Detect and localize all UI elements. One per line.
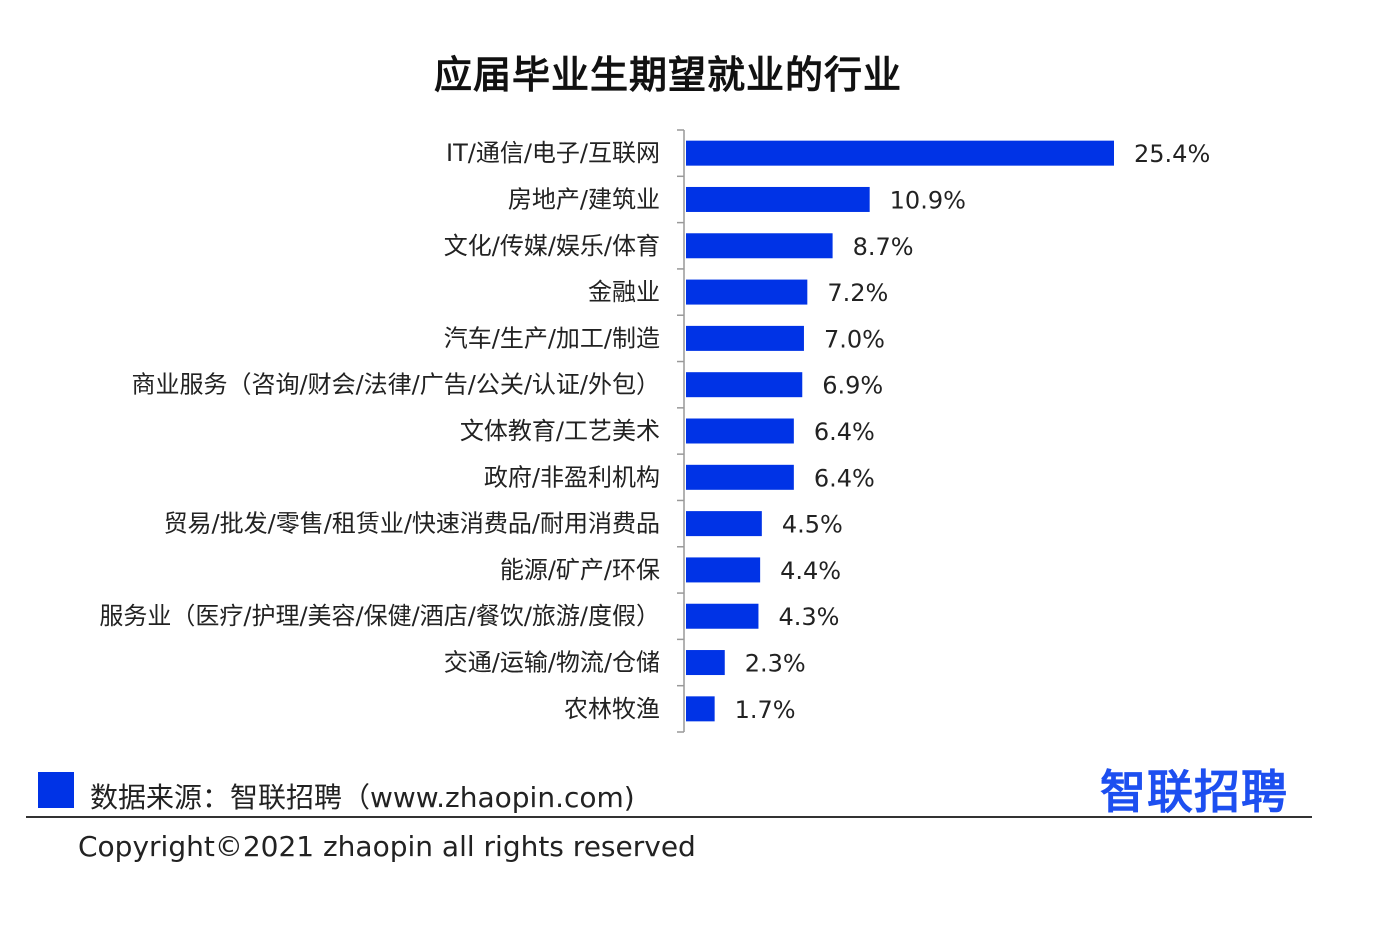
bar xyxy=(686,279,808,305)
bar xyxy=(686,650,725,676)
value-label: 2.3% xyxy=(745,650,806,678)
zhaopin-logo: 智联招聘 xyxy=(1100,765,1288,819)
value-label: 6.9% xyxy=(822,372,883,400)
value-label: 7.0% xyxy=(824,325,885,353)
category-label: 文化/传媒/娱乐/体育 xyxy=(444,232,660,260)
bar xyxy=(686,233,833,259)
legend-swatch xyxy=(38,772,74,808)
bar xyxy=(686,418,794,444)
category-label: 汽车/生产/加工/制造 xyxy=(444,324,660,352)
value-label: 25.4% xyxy=(1134,140,1210,168)
category-label: 能源/矿产/环保 xyxy=(500,556,660,584)
bar xyxy=(686,557,761,583)
category-label: 商业服务（咨询/财会/法律/广告/公关/认证/外包） xyxy=(131,371,660,399)
bar xyxy=(686,325,804,351)
bar xyxy=(686,464,794,490)
value-label: 8.7% xyxy=(853,233,914,261)
data-source-text: 数据来源：智联招聘（www.zhaopin.com) xyxy=(90,781,635,814)
category-label: IT/通信/电子/互联网 xyxy=(446,139,660,167)
category-label: 房地产/建筑业 xyxy=(508,185,660,213)
bar xyxy=(686,511,762,537)
category-label: 贸易/批发/零售/租赁业/快速消费品/耐用消费品 xyxy=(164,510,660,538)
value-label: 7.2% xyxy=(827,279,888,307)
bar xyxy=(686,603,759,629)
value-label: 4.3% xyxy=(778,603,839,631)
bar xyxy=(686,140,1114,166)
category-label: 金融业 xyxy=(588,278,660,306)
footer-divider xyxy=(26,816,1312,818)
value-label: 10.9% xyxy=(890,186,966,214)
category-label: 文体教育/工艺美术 xyxy=(460,417,660,445)
copyright-text: Copyright©2021 zhaopin all rights reserv… xyxy=(78,830,696,863)
value-label: 1.7% xyxy=(735,696,796,724)
bar xyxy=(686,696,715,722)
value-label: 6.4% xyxy=(814,464,875,492)
value-label: 4.4% xyxy=(780,557,841,585)
category-label: 服务业（医疗/护理/美容/保健/酒店/餐饮/旅游/度假） xyxy=(99,602,660,630)
bar-chart: IT/通信/电子/互联网 25.4% 房地产/建筑业 10.9% 文化/传媒/娱乐/体育… xyxy=(99,129,1210,733)
category-label: 交通/运输/物流/仓储 xyxy=(444,649,660,677)
category-label: 农林牧渔 xyxy=(564,695,660,723)
value-label: 4.5% xyxy=(782,511,843,539)
value-label: 6.4% xyxy=(814,418,875,446)
bar xyxy=(686,372,803,398)
category-label: 政府/非盈利机构 xyxy=(484,463,660,491)
bar xyxy=(686,186,870,212)
chart-title: 应届毕业生期望就业的行业 xyxy=(433,53,902,97)
